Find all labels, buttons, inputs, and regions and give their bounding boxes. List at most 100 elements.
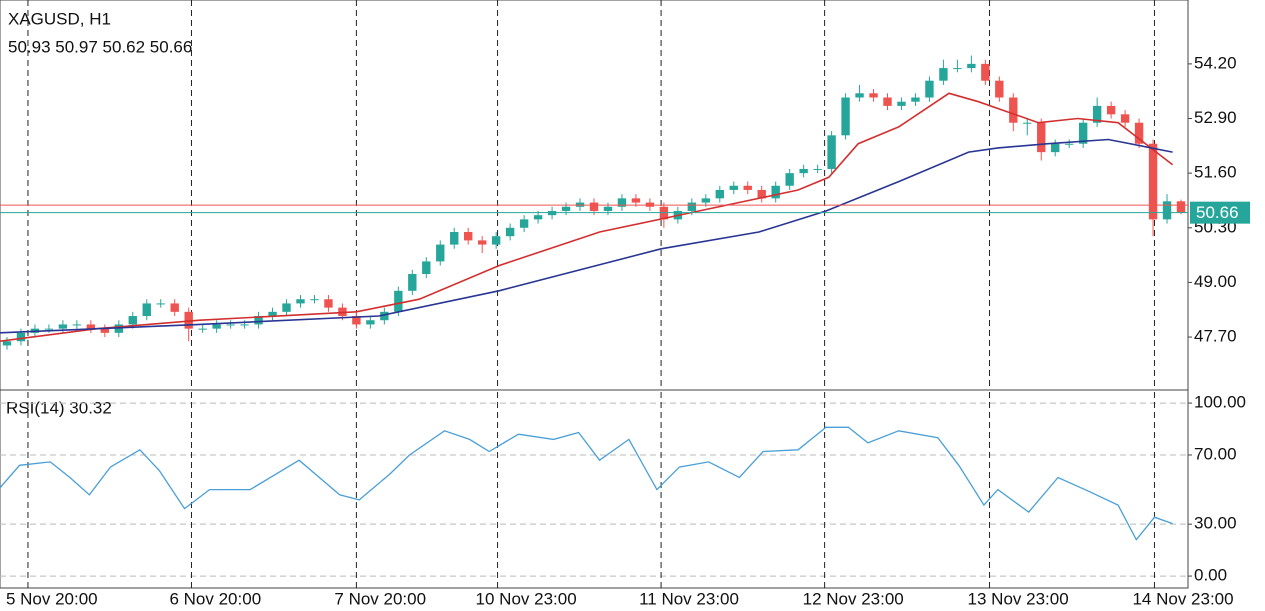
last-price-label: 50.66 bbox=[1196, 203, 1239, 222]
candle-body bbox=[1106, 105, 1116, 115]
candle-body bbox=[855, 93, 864, 98]
x-tick-label: 13 Nov 23:00 bbox=[968, 589, 1069, 608]
candle-body bbox=[617, 198, 627, 207]
candle-body bbox=[422, 261, 431, 275]
candle-body bbox=[282, 303, 291, 312]
x-tick-label: 6 Nov 20:00 bbox=[169, 589, 261, 608]
ohlc-readout: 50.93 50.97 50.62 50.66 bbox=[8, 37, 192, 56]
candle-body bbox=[1176, 201, 1186, 213]
candle-body bbox=[2, 341, 12, 346]
last-price-box bbox=[1190, 201, 1250, 224]
candle-body bbox=[533, 215, 543, 220]
plot-frame bbox=[0, 0, 1189, 589]
candle-body bbox=[1023, 122, 1032, 124]
candle-body bbox=[86, 324, 96, 329]
candle-body bbox=[757, 189, 766, 199]
candle-body bbox=[170, 303, 179, 312]
moving-average bbox=[0, 92, 1174, 342]
candle-body bbox=[58, 324, 68, 329]
candle-body bbox=[897, 101, 906, 106]
candle-body bbox=[701, 198, 711, 203]
x-tick-label: 10 Nov 23:00 bbox=[476, 589, 577, 608]
candle-body bbox=[981, 63, 990, 81]
chart-title: XAGUSD, H1 bbox=[8, 9, 111, 28]
candle-body bbox=[561, 206, 571, 211]
candle-body bbox=[687, 202, 697, 211]
candle-body bbox=[729, 185, 738, 190]
candle-body bbox=[785, 173, 794, 186]
candle-body bbox=[212, 324, 221, 329]
candle-body bbox=[100, 328, 110, 333]
candle-body bbox=[184, 311, 193, 329]
candle-body bbox=[491, 236, 501, 245]
candle-body bbox=[869, 93, 878, 98]
x-tick-label: 7 Nov 20:00 bbox=[334, 589, 426, 608]
candle-body bbox=[477, 240, 487, 245]
candle-body bbox=[352, 316, 361, 325]
candle-body bbox=[799, 168, 808, 174]
y-tick-label: 49.00 bbox=[1194, 272, 1237, 291]
candle-body bbox=[324, 299, 333, 308]
candle-body bbox=[156, 303, 165, 305]
candle-body bbox=[519, 219, 529, 228]
candle-body bbox=[995, 80, 1004, 98]
candle-body bbox=[16, 332, 26, 342]
candle-body bbox=[1078, 122, 1088, 144]
y-tick-label: 100.00 bbox=[1194, 393, 1246, 412]
rsi-title: RSI(14) 30.32 bbox=[6, 398, 112, 417]
candle-body bbox=[925, 80, 934, 98]
candle-body bbox=[743, 185, 752, 190]
candle-body bbox=[366, 320, 375, 325]
y-tick-label: 47.70 bbox=[1194, 327, 1237, 346]
candle-body bbox=[967, 63, 976, 69]
candle-body bbox=[841, 97, 850, 136]
y-tick-label: 54.20 bbox=[1194, 53, 1237, 72]
candle-body bbox=[254, 316, 263, 325]
candle-body bbox=[394, 290, 403, 312]
candle-body bbox=[505, 227, 515, 237]
candle-body bbox=[1037, 122, 1046, 153]
candle-body bbox=[1065, 143, 1074, 145]
x-tick-label: 12 Nov 23:00 bbox=[803, 589, 904, 608]
candle-body bbox=[296, 299, 305, 304]
candle-body bbox=[380, 311, 389, 321]
candle-body bbox=[240, 324, 249, 326]
candle-body bbox=[939, 68, 948, 81]
candle-body bbox=[464, 231, 473, 241]
candle-body bbox=[1162, 201, 1172, 220]
candle-body bbox=[1134, 122, 1144, 144]
y-tick-label: 51.60 bbox=[1194, 163, 1237, 182]
candle-body bbox=[408, 274, 417, 291]
candle-body bbox=[883, 97, 892, 106]
candle-body bbox=[72, 324, 82, 326]
candle-body bbox=[771, 185, 780, 199]
candle-body bbox=[1148, 143, 1158, 220]
x-tick-label: 5 Nov 20:00 bbox=[6, 589, 98, 608]
candle-body bbox=[114, 324, 123, 333]
rsi-line bbox=[0, 426, 1173, 541]
candle-body bbox=[603, 206, 613, 211]
candle-body bbox=[128, 316, 137, 325]
x-tick-label: 14 Nov 23:00 bbox=[1132, 589, 1233, 608]
candle-body bbox=[226, 324, 235, 326]
candle-body bbox=[1051, 143, 1060, 153]
y-tick-label: 0.00 bbox=[1194, 566, 1227, 585]
candle-body bbox=[1092, 105, 1102, 123]
candle-body bbox=[827, 135, 836, 169]
candle-body bbox=[1009, 97, 1018, 123]
candle-body bbox=[813, 168, 822, 170]
candle-body bbox=[436, 244, 445, 262]
candle-body bbox=[450, 231, 459, 245]
x-tick-label: 11 Nov 23:00 bbox=[639, 589, 739, 608]
candle-body bbox=[953, 68, 962, 70]
moving-average bbox=[0, 138, 1173, 334]
candle-body bbox=[631, 198, 641, 203]
candle-body bbox=[142, 303, 151, 317]
candle-body bbox=[715, 189, 724, 199]
candle-body bbox=[198, 328, 207, 330]
candle-body bbox=[44, 328, 54, 330]
candle-body bbox=[268, 311, 277, 317]
y-tick-label: 30.00 bbox=[1194, 514, 1237, 533]
y-tick-label: 52.90 bbox=[1194, 108, 1237, 127]
